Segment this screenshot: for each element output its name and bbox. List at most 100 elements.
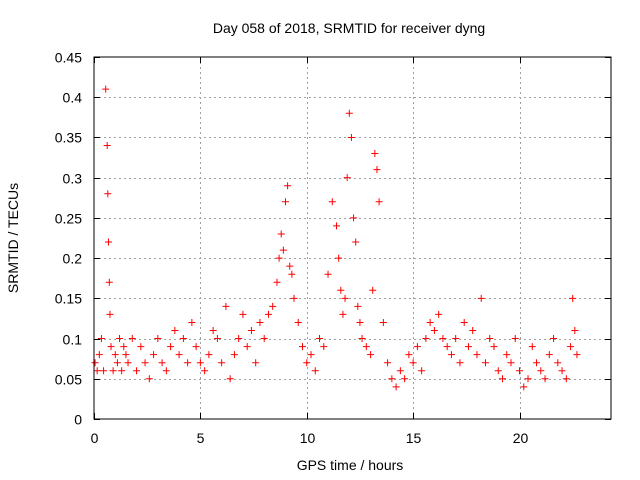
y-tick-label: 0.1 (63, 332, 83, 348)
data-point (354, 302, 362, 310)
data-point (235, 335, 243, 343)
data-point (91, 359, 99, 367)
data-point (97, 335, 105, 343)
data-point (567, 343, 575, 351)
data-point (205, 351, 213, 359)
data-point (273, 278, 281, 286)
data-point (409, 359, 417, 367)
y-tick-label: 0.05 (55, 372, 82, 388)
data-point (102, 85, 110, 93)
data-point (356, 318, 364, 326)
data-point (124, 359, 132, 367)
data-point (426, 318, 434, 326)
x-tick-label: 15 (406, 430, 422, 446)
data-point (573, 351, 581, 359)
data-point (179, 335, 187, 343)
data-point (162, 367, 170, 375)
data-point (158, 359, 166, 367)
data-point (516, 367, 524, 375)
data-point (537, 367, 545, 375)
data-point (418, 367, 426, 375)
data-point (367, 351, 375, 359)
data-point (335, 254, 343, 262)
data-point (243, 343, 251, 351)
x-axis-label: GPS time / hours (297, 457, 404, 473)
data-point (362, 343, 370, 351)
data-point (109, 367, 117, 375)
data-point (184, 359, 192, 367)
data-point (269, 302, 277, 310)
data-point (328, 198, 336, 206)
data-point (120, 343, 128, 351)
data-point (545, 351, 553, 359)
data-point (371, 150, 379, 158)
data-point (279, 246, 287, 254)
data-point (439, 335, 447, 343)
data-point (373, 166, 381, 174)
data-point (264, 310, 272, 318)
data-point (503, 351, 511, 359)
data-point (111, 351, 119, 359)
data-point (252, 359, 260, 367)
data-point (294, 318, 302, 326)
x-tick-label: 5 (197, 430, 205, 446)
data-point (511, 335, 519, 343)
data-point (435, 310, 443, 318)
data-point (490, 343, 498, 351)
data-point (541, 375, 549, 383)
x-tick-label: 20 (513, 430, 529, 446)
y-tick-label: 0.15 (55, 291, 82, 307)
y-axis-label: SRMTID / TECUs (5, 183, 21, 293)
data-point (388, 375, 396, 383)
data-point (347, 133, 355, 141)
data-point (341, 294, 349, 302)
data-point (507, 359, 515, 367)
data-point (498, 375, 506, 383)
y-tick-label: 0 (74, 412, 82, 428)
data-point (384, 359, 392, 367)
data-point (562, 375, 570, 383)
grid (94, 57, 611, 419)
data-point (260, 335, 268, 343)
data-point (275, 254, 283, 262)
data-point (222, 302, 230, 310)
data-point (447, 351, 455, 359)
data-point (460, 318, 468, 326)
data-point (100, 367, 108, 375)
data-point (104, 190, 112, 198)
data-point (281, 198, 289, 206)
data-point (284, 182, 292, 190)
data-point (528, 343, 536, 351)
data-point (113, 359, 121, 367)
data-point (175, 351, 183, 359)
data-point (290, 294, 298, 302)
data-point (104, 238, 112, 246)
data-point (171, 327, 179, 335)
data-point (192, 343, 200, 351)
data-point (145, 375, 153, 383)
data-point (486, 335, 494, 343)
data-point (337, 286, 345, 294)
data-point (95, 351, 103, 359)
data-point (93, 367, 101, 375)
data-point (550, 335, 558, 343)
data-point (105, 278, 113, 286)
data-point (286, 262, 294, 270)
data-point (277, 230, 285, 238)
data-point (247, 327, 255, 335)
data-point (571, 327, 579, 335)
data-point (422, 335, 430, 343)
data-point (256, 318, 264, 326)
data-point (469, 327, 477, 335)
data-point (137, 343, 145, 351)
data-point (103, 141, 111, 149)
data-point (396, 367, 404, 375)
data-point (343, 174, 351, 182)
data-point (201, 367, 209, 375)
y-tick-label: 0.4 (63, 90, 83, 106)
data-point (443, 343, 451, 351)
data-point (150, 351, 158, 359)
data-point (569, 294, 577, 302)
data-point (352, 238, 360, 246)
